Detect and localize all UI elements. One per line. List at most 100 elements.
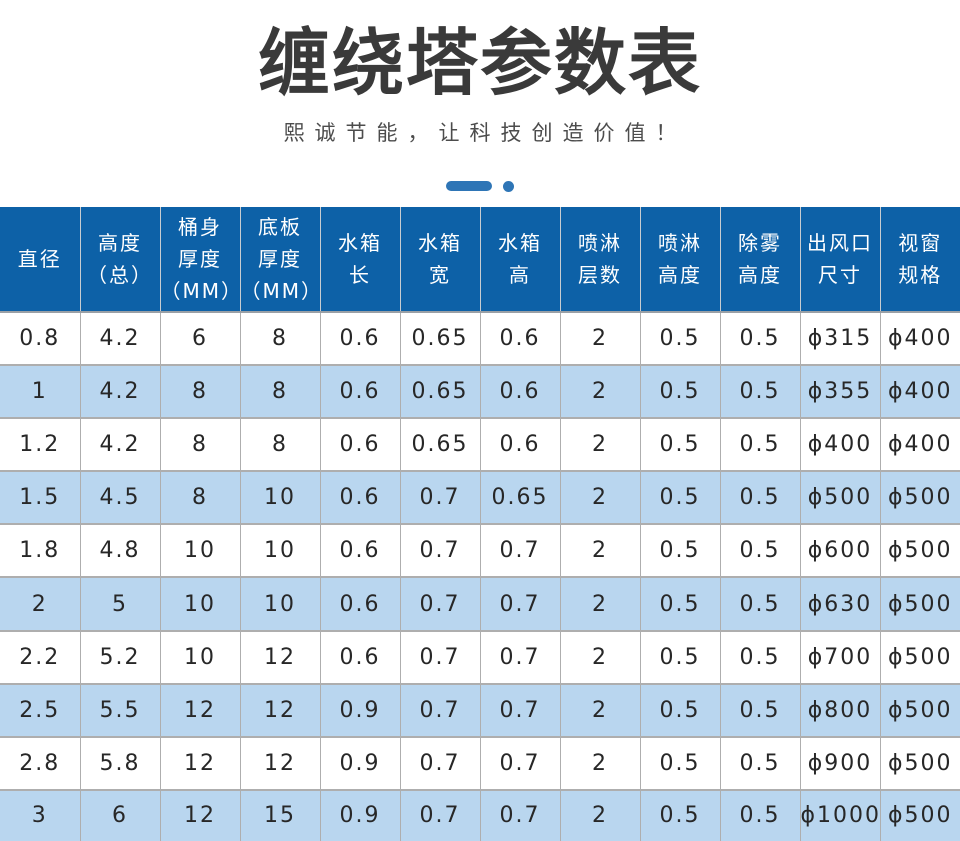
cell-tank-width: 0.65 bbox=[400, 312, 481, 367]
cell-base-thickness: 8 bbox=[240, 365, 321, 420]
cell-outlet-size: ϕ315 bbox=[800, 312, 881, 367]
cell-tank-width: 0.7 bbox=[400, 577, 481, 632]
column-header-base-thickness: 底板 厚度 （MM） bbox=[240, 207, 321, 313]
cell-diameter: 1.5 bbox=[0, 471, 81, 526]
cell-height-total: 4.2 bbox=[80, 418, 161, 473]
cell-spray-height: 0.5 bbox=[640, 365, 721, 420]
cell-spray-height: 0.5 bbox=[640, 630, 721, 685]
cell-barrel-thickness: 10 bbox=[160, 577, 241, 632]
column-header-height-total: 高度 （总） bbox=[80, 207, 161, 313]
cell-window-spec: ϕ400 bbox=[880, 365, 960, 420]
cell-demist-height: 0.5 bbox=[720, 471, 801, 526]
cell-spray-height: 0.5 bbox=[640, 683, 721, 738]
divider-decoration bbox=[0, 180, 960, 192]
column-header-tank-width: 水箱宽 bbox=[400, 207, 481, 313]
cell-tank-height: 0.7 bbox=[480, 683, 561, 738]
deco-bar-icon bbox=[446, 181, 492, 192]
cell-diameter: 3 bbox=[0, 789, 81, 841]
table-row: 3 6 12 15 0.9 0.7 0.7 2 0.5 0.5 ϕ1000 ϕ500 bbox=[0, 789, 960, 841]
cell-window-spec: ϕ500 bbox=[880, 471, 960, 526]
cell-base-thickness: 8 bbox=[240, 418, 321, 473]
deco-dot-icon bbox=[503, 180, 514, 192]
column-header-tank-height: 水箱高 bbox=[480, 207, 561, 313]
table-row: 2.2 5.2 10 12 0.6 0.7 0.7 2 0.5 0.5 ϕ700 ϕ500 bbox=[0, 630, 960, 685]
cell-spray-height: 0.5 bbox=[640, 524, 721, 579]
cell-tank-length: 0.6 bbox=[320, 471, 401, 526]
cell-demist-height: 0.5 bbox=[720, 418, 801, 473]
cell-tank-width: 0.65 bbox=[400, 418, 481, 473]
cell-height-total: 5.5 bbox=[80, 683, 161, 738]
cell-height-total: 4.2 bbox=[80, 365, 161, 420]
cell-diameter: 0.8 bbox=[0, 312, 81, 367]
cell-diameter: 2.2 bbox=[0, 630, 81, 685]
cell-base-thickness: 8 bbox=[240, 312, 321, 367]
cell-outlet-size: ϕ500 bbox=[800, 471, 881, 526]
cell-spray-layers: 2 bbox=[560, 312, 641, 367]
cell-barrel-thickness: 12 bbox=[160, 683, 241, 738]
column-header-spray-height: 喷淋 高度 bbox=[640, 207, 721, 313]
column-header-outlet-size: 出风口 尺寸 bbox=[800, 207, 881, 313]
table-row: 2.5 5.5 12 12 0.9 0.7 0.7 2 0.5 0.5 ϕ800 ϕ500 bbox=[0, 683, 960, 738]
cell-demist-height: 0.5 bbox=[720, 736, 801, 791]
cell-demist-height: 0.5 bbox=[720, 365, 801, 420]
cell-demist-height: 0.5 bbox=[720, 524, 801, 579]
cell-barrel-thickness: 12 bbox=[160, 736, 241, 791]
cell-spray-height: 0.5 bbox=[640, 312, 721, 367]
cell-tank-width: 0.65 bbox=[400, 365, 481, 420]
cell-tank-width: 0.7 bbox=[400, 736, 481, 791]
column-header-demist-height: 除雾 高度 bbox=[720, 207, 801, 313]
cell-tank-length: 0.6 bbox=[320, 365, 401, 420]
hero-section: 缠绕塔参数表 熙诚节能，让科技创造价值！ bbox=[0, 0, 960, 192]
cell-spray-layers: 2 bbox=[560, 789, 641, 841]
cell-tank-length: 0.6 bbox=[320, 524, 401, 579]
cell-base-thickness: 12 bbox=[240, 736, 321, 791]
column-header-spray-layers: 喷淋 层数 bbox=[560, 207, 641, 313]
cell-base-thickness: 10 bbox=[240, 524, 321, 579]
cell-tank-width: 0.7 bbox=[400, 789, 481, 841]
cell-tank-height: 0.6 bbox=[480, 312, 561, 367]
cell-barrel-thickness: 8 bbox=[160, 365, 241, 420]
cell-window-spec: ϕ400 bbox=[880, 312, 960, 367]
cell-height-total: 5 bbox=[80, 577, 161, 632]
cell-height-total: 5.2 bbox=[80, 630, 161, 685]
cell-outlet-size: ϕ630 bbox=[800, 577, 881, 632]
cell-outlet-size: ϕ800 bbox=[800, 683, 881, 738]
cell-window-spec: ϕ500 bbox=[880, 736, 960, 791]
cell-tank-width: 0.7 bbox=[400, 471, 481, 526]
cell-diameter: 1.2 bbox=[0, 418, 81, 473]
cell-base-thickness: 12 bbox=[240, 630, 321, 685]
cell-window-spec: ϕ400 bbox=[880, 418, 960, 473]
cell-demist-height: 0.5 bbox=[720, 630, 801, 685]
column-header-window-spec: 视窗 规格 bbox=[880, 207, 960, 313]
cell-base-thickness: 15 bbox=[240, 789, 321, 841]
cell-barrel-thickness: 8 bbox=[160, 471, 241, 526]
cell-tank-height: 0.7 bbox=[480, 630, 561, 685]
table-row: 1.8 4.8 10 10 0.6 0.7 0.7 2 0.5 0.5 ϕ600 ϕ500 bbox=[0, 524, 960, 579]
parameter-table: 直径 高度 （总） 桶身 厚度 （MM） 底板 厚度 （MM） 水箱长水箱宽水箱高喷淋 层数 喷淋 高度… bbox=[0, 207, 960, 841]
cell-tank-length: 0.6 bbox=[320, 577, 401, 632]
cell-outlet-size: ϕ1000 bbox=[800, 789, 881, 841]
table-row: 1 4.2 8 8 0.6 0.65 0.6 2 0.5 0.5 ϕ355 ϕ400 bbox=[0, 365, 960, 420]
cell-tank-height: 0.7 bbox=[480, 524, 561, 579]
cell-window-spec: ϕ500 bbox=[880, 683, 960, 738]
table-row: 2 5 10 10 0.6 0.7 0.7 2 0.5 0.5 ϕ630 ϕ500 bbox=[0, 577, 960, 632]
cell-height-total: 6 bbox=[80, 789, 161, 841]
table-body: 0.8 4.2 6 8 0.6 0.65 0.6 2 0.5 0.5 ϕ315 ϕ400 1 4.2 8 8 0… bbox=[0, 312, 960, 841]
cell-tank-length: 0.6 bbox=[320, 312, 401, 367]
cell-diameter: 2.8 bbox=[0, 736, 81, 791]
cell-demist-height: 0.5 bbox=[720, 312, 801, 367]
parameter-table-wrap: 直径 高度 （总） 桶身 厚度 （MM） 底板 厚度 （MM） 水箱长水箱宽水箱高喷淋 层数 喷淋 高度… bbox=[0, 207, 960, 841]
cell-base-thickness: 10 bbox=[240, 471, 321, 526]
cell-diameter: 2 bbox=[0, 577, 81, 632]
cell-spray-height: 0.5 bbox=[640, 577, 721, 632]
cell-barrel-thickness: 6 bbox=[160, 312, 241, 367]
cell-diameter: 1.8 bbox=[0, 524, 81, 579]
cell-tank-height: 0.6 bbox=[480, 418, 561, 473]
cell-barrel-thickness: 10 bbox=[160, 630, 241, 685]
cell-height-total: 4.2 bbox=[80, 312, 161, 367]
cell-spray-height: 0.5 bbox=[640, 471, 721, 526]
cell-diameter: 1 bbox=[0, 365, 81, 420]
cell-diameter: 2.5 bbox=[0, 683, 81, 738]
column-header-diameter: 直径 bbox=[0, 207, 81, 313]
cell-outlet-size: ϕ900 bbox=[800, 736, 881, 791]
